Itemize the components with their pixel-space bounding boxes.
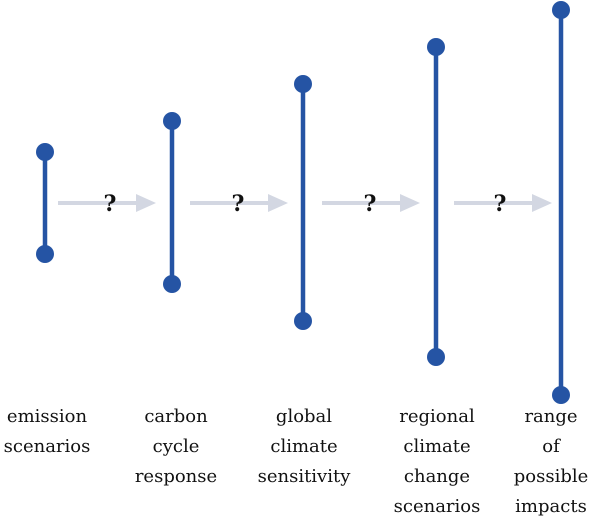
arrow-3-question-mark: ? bbox=[364, 191, 377, 217]
range-endpoint-top bbox=[427, 38, 445, 56]
label-line: response bbox=[134, 466, 218, 487]
arrow-3: ? bbox=[322, 191, 420, 217]
arrow-1-question-mark: ? bbox=[104, 191, 117, 217]
label-line: climate bbox=[403, 436, 471, 457]
label-line: change bbox=[403, 466, 471, 487]
label-line: scenarios bbox=[3, 436, 91, 457]
label-line: climate bbox=[270, 436, 338, 457]
stage-bar-carbon bbox=[163, 112, 181, 293]
range-endpoint-bottom bbox=[552, 386, 570, 404]
label-line: of bbox=[542, 436, 560, 457]
label-line: regional bbox=[399, 406, 475, 427]
stage-label-regional: regional climate change scenarios bbox=[377, 402, 497, 522]
range-endpoint-bottom bbox=[294, 312, 312, 330]
label-line: impacts bbox=[515, 496, 587, 517]
label-line: scenarios bbox=[393, 496, 481, 517]
arrow-4-question-mark: ? bbox=[494, 191, 507, 217]
arrow-2-question-mark: ? bbox=[232, 191, 245, 217]
label-line: sensitivity bbox=[257, 466, 351, 487]
stage-label-global: global climate sensitivity bbox=[244, 402, 364, 492]
arrow-4: ? bbox=[454, 191, 552, 217]
range-endpoint-top bbox=[36, 143, 54, 161]
range-endpoint-bottom bbox=[427, 348, 445, 366]
stage-label-impacts: range of possible impacts bbox=[491, 402, 600, 522]
stage-bar-impacts bbox=[552, 1, 570, 404]
stage-bar-regional bbox=[427, 38, 445, 366]
label-line: range bbox=[524, 406, 578, 427]
label-line: carbon bbox=[144, 406, 208, 427]
stage-label-carbon: carbon cycle response bbox=[116, 402, 236, 492]
range-endpoint-bottom bbox=[163, 275, 181, 293]
label-line: emission bbox=[6, 406, 88, 427]
label-line: cycle bbox=[152, 436, 200, 457]
stage-label-emission: emission scenarios bbox=[0, 402, 107, 462]
stage-bar-emission bbox=[36, 143, 54, 263]
stage-bar-global bbox=[294, 75, 312, 330]
range-endpoint-bottom bbox=[36, 245, 54, 263]
range-endpoint-top bbox=[163, 112, 181, 130]
arrow-1: ? bbox=[58, 191, 156, 217]
range-endpoint-top bbox=[552, 1, 570, 19]
label-line: global bbox=[275, 406, 333, 427]
label-line: possible bbox=[513, 466, 589, 487]
range-endpoint-top bbox=[294, 75, 312, 93]
arrow-2: ? bbox=[190, 191, 288, 217]
